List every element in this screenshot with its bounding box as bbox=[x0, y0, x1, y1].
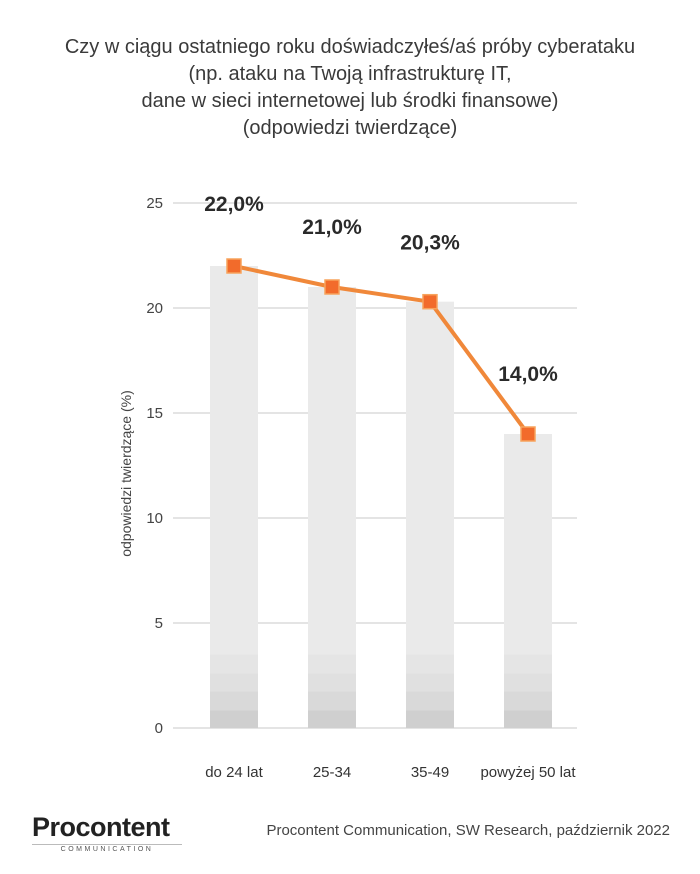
bar-base-band bbox=[308, 710, 356, 728]
y-tick-label: 15 bbox=[146, 405, 163, 422]
title-line-3: dane w sieci internetowej lub środki fin… bbox=[141, 90, 559, 112]
y-tick-label: 5 bbox=[155, 615, 163, 632]
series-line bbox=[233, 264, 530, 436]
y-tick-label: 0 bbox=[155, 720, 163, 737]
bar-base-band bbox=[210, 710, 258, 728]
title-line-4: (odpowiedzi twierdzące) bbox=[242, 117, 458, 139]
title-line-1: Czy w ciągu ostatniego roku doświadczyłe… bbox=[64, 36, 636, 58]
bar-line-chart: 0 5 10 15 20 25 odpowiedzi twierdzące (%) do 24… bbox=[118, 193, 577, 781]
y-axis-label: odpowiedzi twierdzące (%) bbox=[118, 390, 134, 557]
bar-base-band bbox=[308, 691, 356, 711]
title-line-2: (np. ataku na Twoją infrastrukturę IT, bbox=[188, 63, 512, 85]
y-tick-label: 10 bbox=[146, 510, 163, 527]
bar-base-band bbox=[406, 691, 454, 711]
y-tick-label: 20 bbox=[146, 300, 163, 317]
x-tick-label: powyżej 50 lat bbox=[480, 764, 576, 781]
data-label: 14,0% bbox=[498, 363, 558, 386]
data-point-marker bbox=[324, 279, 340, 295]
x-tick-label: 25-34 bbox=[313, 764, 351, 781]
data-point-marker bbox=[520, 426, 536, 442]
bar-base-band bbox=[210, 654, 258, 674]
bar bbox=[210, 266, 258, 728]
bar-base-band bbox=[308, 654, 356, 674]
data-label: 22,0% bbox=[204, 193, 264, 216]
bar-base-band bbox=[308, 673, 356, 692]
data-label: 21,0% bbox=[302, 216, 362, 239]
data-point-marker bbox=[226, 258, 242, 274]
x-tick-label: do 24 lat bbox=[205, 764, 263, 781]
source-note: Procontent Communication, SW Research, p… bbox=[266, 822, 670, 839]
bar-base-band bbox=[406, 673, 454, 692]
brand-logo: Procontent COMMUNICATION bbox=[32, 812, 192, 853]
bar-base-band bbox=[406, 710, 454, 728]
bar-base-band bbox=[406, 654, 454, 674]
y-tick-label: 25 bbox=[146, 195, 163, 212]
data-point-marker bbox=[422, 293, 438, 310]
bar-base-band bbox=[210, 691, 258, 711]
brand-name: Procontent bbox=[32, 812, 170, 842]
x-tick-label: 35-49 bbox=[411, 764, 449, 781]
chart-title: Czy w ciągu ostatniego roku doświadczyłe… bbox=[0, 34, 700, 142]
bar-base-band bbox=[504, 691, 552, 711]
bar-base-band bbox=[504, 673, 552, 692]
bar-base-band bbox=[504, 710, 552, 728]
bar-base-band bbox=[504, 654, 552, 674]
brand-subtitle: COMMUNICATION bbox=[32, 844, 182, 853]
data-label: 20,3% bbox=[400, 232, 460, 255]
bar-base-band bbox=[210, 673, 258, 692]
